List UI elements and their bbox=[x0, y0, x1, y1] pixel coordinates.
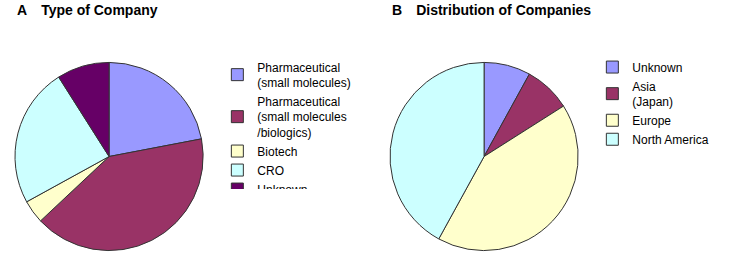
svg-text:Asia(Japan): Asia(Japan) bbox=[632, 80, 673, 110]
svg-text:Unknown: Unknown bbox=[257, 183, 307, 189]
svg-text:North America: North America bbox=[632, 133, 708, 147]
svg-text:CRO: CRO bbox=[257, 164, 284, 178]
svg-text:Europe: Europe bbox=[632, 114, 671, 128]
svg-text:Unknown: Unknown bbox=[632, 61, 682, 75]
svg-text:A Type of Company: A Type of Company bbox=[17, 2, 158, 18]
svg-text:Pharmaceutical(small molecules: Pharmaceutical(small molecules) bbox=[257, 61, 350, 91]
svg-text:B Distribution of Companies: B Distribution of Companies bbox=[392, 2, 591, 18]
svg-text:Biotech: Biotech bbox=[257, 145, 297, 159]
svg-text:Pharmaceutical(small molecules: Pharmaceutical(small molecules/biologics… bbox=[257, 95, 346, 140]
